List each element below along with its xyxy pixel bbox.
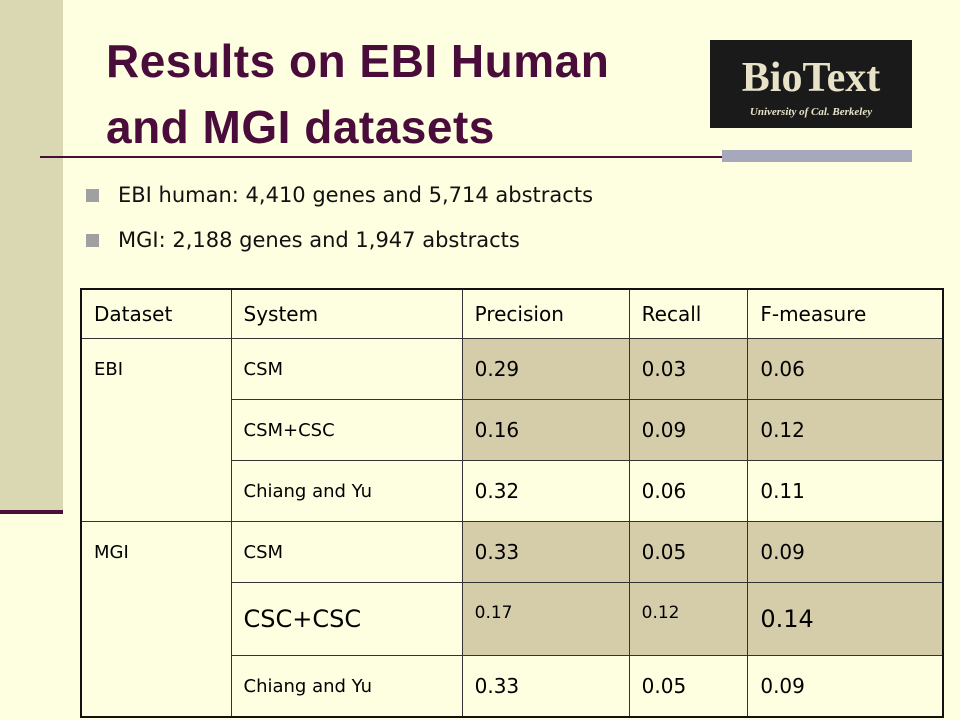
table-row: CSM+CSC 0.16 0.09 0.12 [81, 399, 944, 461]
value-cell: 0.05 [628, 655, 749, 718]
sidebar-line [0, 510, 63, 514]
table-row: EBI CSM 0.29 0.03 0.06 [80, 338, 944, 522]
logo-title: BioText [741, 55, 881, 101]
bullet-list: EBI human: 4,410 genes and 5,714 abstrac… [86, 178, 593, 268]
table-row: CSC+CSC 0.17 0.12 0.14 [81, 582, 944, 656]
system-cell: Chiang and Yu [230, 460, 463, 522]
value-cell: 0.33 [461, 521, 630, 583]
value-cell: 0.12 [747, 399, 944, 461]
title-line: Results on EBI Human [106, 35, 610, 87]
value-cell: 0.06 [628, 460, 749, 522]
title-line: and MGI datasets [106, 101, 495, 153]
title-rule-accent [722, 150, 912, 162]
system-cell: CSM [230, 521, 463, 583]
value-cell: 0.33 [461, 655, 630, 718]
value-cell: 0.05 [628, 521, 749, 583]
system-cell: Chiang and Yu [230, 655, 463, 718]
bullet: EBI human: 4,410 genes and 5,714 abstrac… [86, 178, 593, 223]
header-row: Dataset System Precision Recall F-measure [80, 288, 944, 339]
value-cell: 0.06 [747, 338, 944, 400]
value-cell: 0.09 [747, 655, 944, 718]
dataset-cell: MGI [80, 521, 232, 718]
sidebar [0, 0, 63, 510]
value-cell: 0.03 [628, 338, 749, 400]
table-row: Chiang and Yu 0.32 0.06 0.11 [81, 460, 944, 522]
logo: BioText University of Cal. Berkeley [710, 40, 912, 128]
system-cell: CSC+CSC [230, 582, 463, 656]
system-cell: CSM [230, 338, 463, 400]
header-cell: Precision [461, 288, 630, 339]
value-cell: 0.29 [461, 338, 630, 400]
header-cell: F-measure [747, 288, 944, 339]
value-cell: 0.14 [747, 582, 944, 656]
system-cell: CSM+CSC [230, 399, 463, 461]
value-cell: 0.17 [461, 582, 630, 656]
dataset-cell: EBI [80, 338, 232, 522]
value-cell: 0.11 [747, 460, 944, 522]
header-cell: Dataset [80, 288, 232, 339]
value-cell: 0.09 [747, 521, 944, 583]
header-cell: Recall [628, 288, 749, 339]
header-cell: System [230, 288, 463, 339]
logo-subtitle: University of Cal. Berkeley [749, 106, 873, 118]
value-cell: 0.32 [461, 460, 630, 522]
value-cell: 0.09 [628, 399, 749, 461]
bullet: MGI: 2,188 genes and 1,947 abstracts [86, 223, 593, 268]
title-rule [40, 156, 912, 158]
table-row: MGI CSM 0.33 0.05 0.09 [80, 521, 944, 718]
value-cell: 0.16 [461, 399, 630, 461]
slide-title: Results on EBI Human and MGI datasets [106, 28, 609, 160]
value-cell: 0.12 [628, 582, 749, 656]
results-table: Dataset System Precision Recall F-measure EBI… [80, 288, 944, 718]
table-row: Chiang and Yu 0.33 0.05 0.09 [81, 655, 944, 718]
